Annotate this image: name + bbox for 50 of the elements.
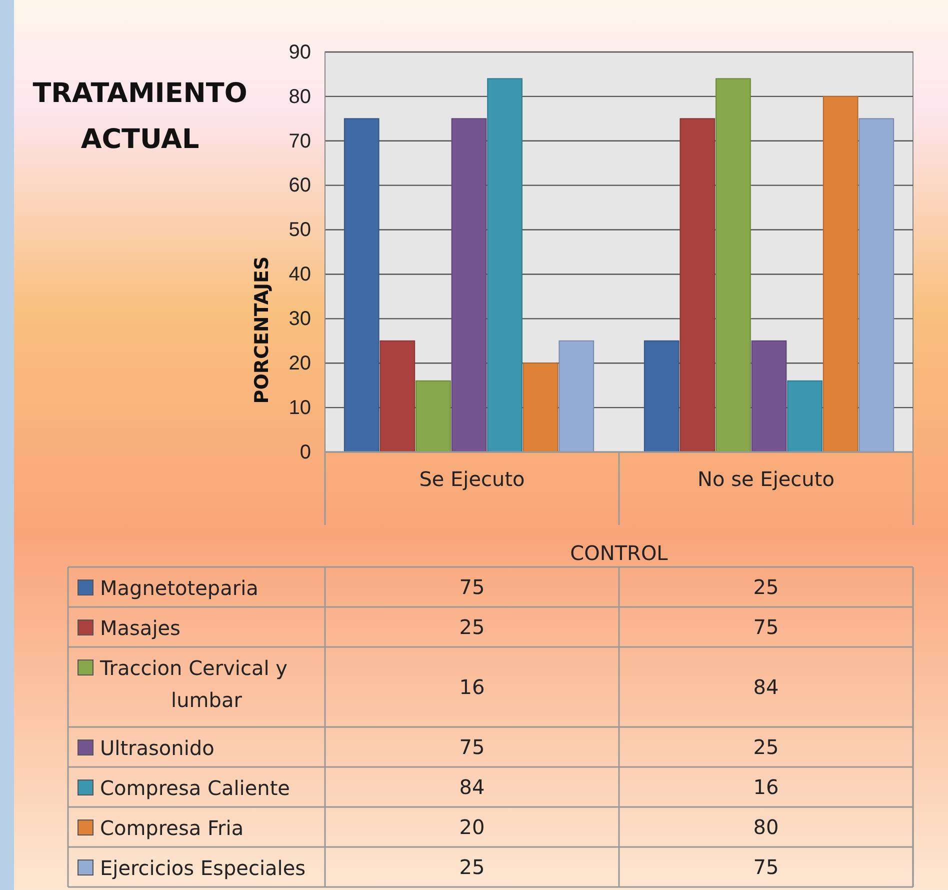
data-label: 16 [459,675,485,699]
y-tick-label: 0 [300,441,311,464]
data-label: 84 [459,775,485,799]
bar [858,118,894,452]
y-tick-label: 40 [288,264,311,286]
bar [716,78,751,452]
data-label: 84 [753,675,779,699]
y-tick-label: 10 [288,396,311,419]
y-tick-label: 60 [288,174,311,197]
data-label: 16 [753,775,779,799]
y-tick-label: 20 [288,352,311,375]
bar [558,340,594,452]
y-tick-label: 70 [288,130,311,152]
data-label: 25 [459,855,485,879]
y-tick-label: 50 [288,219,311,242]
bar [680,118,716,452]
legend-label: Ejercicios Especiales [100,856,306,880]
y-tick-label: 80 [288,86,311,108]
data-label: 25 [753,735,779,759]
bar [751,340,787,452]
data-label: 75 [459,735,485,759]
bar [822,96,858,452]
data-label: 75 [753,855,779,879]
x-axis-title: CONTROL [570,541,669,565]
bar [416,380,451,452]
text: TRATAMIENTO ACTUAL [32,78,248,155]
legend-label: Masajes [100,616,180,640]
x-tick-label: No se Ejecuto [698,467,834,491]
bar [380,340,416,452]
data-label: 80 [753,815,779,839]
legend-label: Ultrasonido [100,736,214,760]
y-tick-label: 90 [288,41,311,64]
y-axis-title: PORCENTAJES [251,256,273,404]
data-label: 75 [753,615,779,639]
legend-label: Magnetoteparia [100,576,258,600]
data-label: 25 [459,615,485,639]
legend-label: Compresa Caliente [100,776,290,800]
bar [644,340,680,452]
bar [522,362,558,452]
data-label: 20 [459,815,485,839]
data-label: 25 [753,575,779,599]
data-label: 75 [459,575,485,599]
bar [344,118,380,452]
y-tick-label: 30 [288,308,311,330]
bar [451,118,487,452]
bar [487,78,522,452]
legend-label: Compresa Fria [100,816,244,840]
x-tick-label: Se Ejecuto [419,467,525,491]
legend-label: Traccion Cervical y lumbar [99,656,288,712]
bar [787,380,822,452]
